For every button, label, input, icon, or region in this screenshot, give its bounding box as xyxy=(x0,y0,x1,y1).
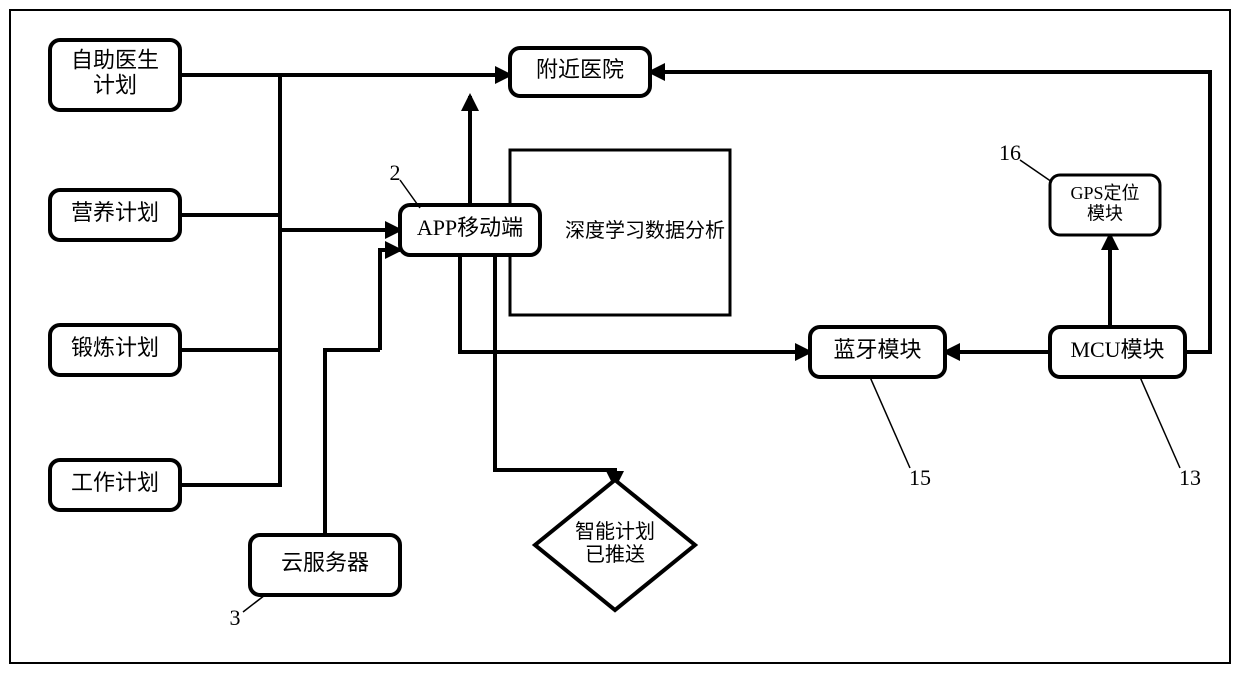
node-nutrition_plan: 营养计划 xyxy=(50,190,180,240)
node-text-exercise_plan-0: 锻炼计划 xyxy=(71,335,159,360)
node-mcu: MCU模块 xyxy=(1050,327,1185,377)
node-text-self_doctor_plan-0: 自助医生 xyxy=(71,47,159,72)
node-text-mcu-0: MCU模块 xyxy=(1070,337,1164,362)
node-text-smart_plan-1: 已推送 xyxy=(585,543,645,566)
node-text-smart_plan-0: 智能计划 xyxy=(575,520,655,543)
label-lbl3: 3 xyxy=(230,605,241,630)
node-text-app_mobile-0: APP移动端 xyxy=(417,215,523,240)
node-bluetooth: 蓝牙模块 xyxy=(810,327,945,377)
label-lbl13: 13 xyxy=(1179,465,1201,490)
node-text-nearby_hospital-0: 附近医院 xyxy=(536,57,624,82)
node-deep_learning: 深度学习数据分析 xyxy=(510,150,730,315)
node-gps: GPS定位模块 xyxy=(1050,175,1160,235)
node-work_plan: 工作计划 xyxy=(50,460,180,510)
node-text-gps-0: GPS定位 xyxy=(1070,183,1139,203)
node-text-nutrition_plan-0: 营养计划 xyxy=(71,200,159,225)
diagram-canvas: 深度学习数据分析 自助医生计划营养计划锻炼计划工作计划 附近医院 APP移动端蓝牙模块… xyxy=(0,0,1240,673)
node-self_doctor_plan: 自助医生计划 xyxy=(50,40,180,110)
node-text-work_plan-0: 工作计划 xyxy=(71,470,159,495)
node-exercise_plan: 锻炼计划 xyxy=(50,325,180,375)
node-text-gps-1: 模块 xyxy=(1087,203,1123,223)
node-text-bluetooth-0: 蓝牙模块 xyxy=(833,337,921,362)
label-lbl16: 16 xyxy=(999,140,1021,165)
node-nearby_hospital: 附近医院 xyxy=(510,48,650,96)
node-text-self_doctor_plan-1: 计划 xyxy=(93,73,137,98)
node-text-cloud_server-0: 云服务器 xyxy=(281,550,369,575)
label-lbl15: 15 xyxy=(909,465,931,490)
node-cloud_server: 云服务器 xyxy=(250,535,400,595)
label-lbl2: 2 xyxy=(390,160,401,185)
node-text-deep_learning: 深度学习数据分析 xyxy=(565,219,725,242)
node-app_mobile: APP移动端 xyxy=(400,205,540,255)
